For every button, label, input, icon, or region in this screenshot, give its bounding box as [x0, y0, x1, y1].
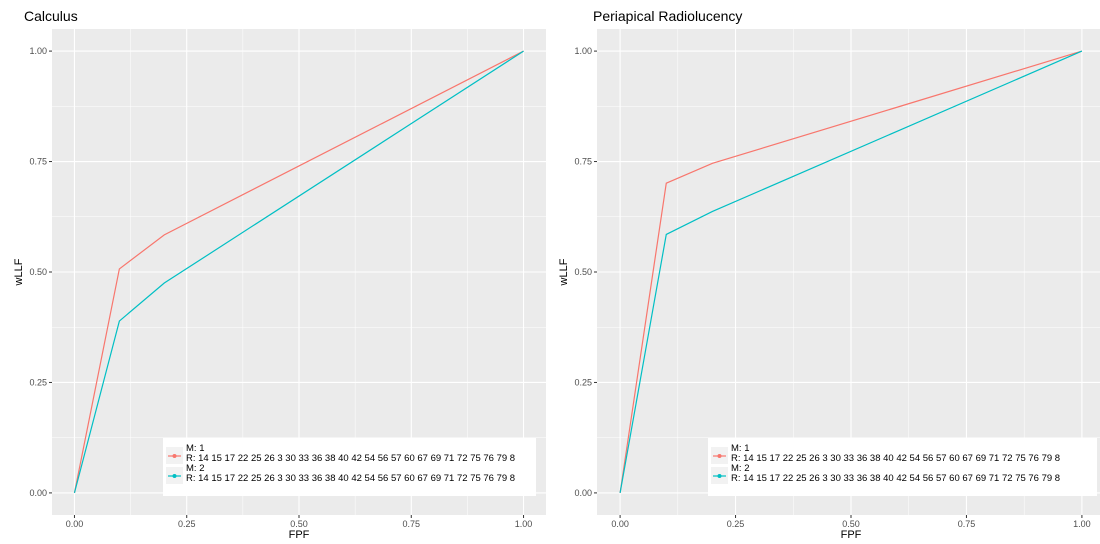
x-tick-label: 0.25 [727, 519, 745, 529]
legend-label-1: M: 1 [731, 443, 749, 454]
y-axis-title: wLLF [13, 258, 25, 286]
y-tick-label: 0.50 [29, 267, 47, 277]
y-axis-title: wLLF [558, 258, 570, 286]
chart-title: Periapical Radiolucency [593, 8, 742, 24]
legend-box [163, 438, 536, 496]
x-tick-label: 1.00 [515, 519, 533, 529]
series-line-2 [73, 50, 524, 494]
legend-label-2: M: 2 [186, 463, 204, 474]
y-tick-label: 1.00 [29, 46, 47, 56]
legend-label-1: R: 14 15 17 22 25 26 3 30 33 36 38 40 42… [186, 453, 515, 464]
x-tick-label: 1.00 [1073, 519, 1091, 529]
x-tick-label: 0.00 [611, 519, 629, 529]
chart-title: Calculus [24, 8, 78, 24]
y-tick-label: 0.50 [574, 267, 592, 277]
x-tick-label: 0.75 [958, 519, 976, 529]
y-tick-label: 0.25 [574, 377, 592, 387]
y-tick-label: 0.00 [29, 488, 47, 498]
series-line-1 [619, 50, 1083, 493]
x-tick-label: 0.50 [842, 519, 860, 529]
legend: M: 1R: 14 15 17 22 25 26 3 30 33 36 38 4… [708, 438, 1097, 496]
series-line-1 [73, 50, 524, 494]
x-tick-label: 0.75 [403, 519, 421, 529]
y-tick-label: 1.00 [574, 46, 592, 56]
y-tick-label: 0.75 [29, 157, 47, 167]
legend-key-point-1 [717, 454, 722, 458]
y-tick-label: 0.25 [29, 377, 47, 387]
chart-svg: Calculus 0.00 0.25 0.50 0.75 1.00 0.00 0.25 0.50… [13, 8, 546, 541]
x-tick-label: 0.50 [290, 519, 308, 529]
y-tick-label: 0.75 [574, 157, 592, 167]
chart-periapical-radiolucency: Periapical Radiolucency 0.00 0.25 0.50 0.75 1… [550, 0, 1100, 544]
x-tick-label: 0.25 [178, 519, 196, 529]
legend-label-2: R: 14 15 17 22 25 26 3 30 33 36 38 40 42… [731, 473, 1060, 484]
legend-label-1: R: 14 15 17 22 25 26 3 30 33 36 38 40 42… [731, 453, 1060, 464]
legend-label-2: R: 14 15 17 22 25 26 3 30 33 36 38 40 42… [186, 473, 515, 484]
series-line-2 [619, 50, 1083, 494]
legend-label-2: M: 2 [731, 463, 749, 474]
legend-box [708, 438, 1097, 496]
x-axis-title: FPF [841, 529, 862, 541]
legend-label-1: M: 1 [186, 443, 204, 454]
x-axis-title: FPF [289, 529, 310, 541]
legend-key-point-2 [172, 474, 177, 478]
chart-svg: Periapical Radiolucency 0.00 0.25 0.50 0.75 1… [558, 8, 1100, 541]
legend-key-point-1 [172, 454, 177, 458]
legend: M: 1R: 14 15 17 22 25 26 3 30 33 36 38 4… [163, 438, 536, 496]
chart-calculus: Calculus 0.00 0.25 0.50 0.75 1.00 0.00 0.25 0.50… [13, 8, 546, 541]
legend-key-point-2 [717, 474, 722, 478]
x-tick-label: 0.00 [66, 519, 84, 529]
y-tick-label: 0.00 [574, 488, 592, 498]
